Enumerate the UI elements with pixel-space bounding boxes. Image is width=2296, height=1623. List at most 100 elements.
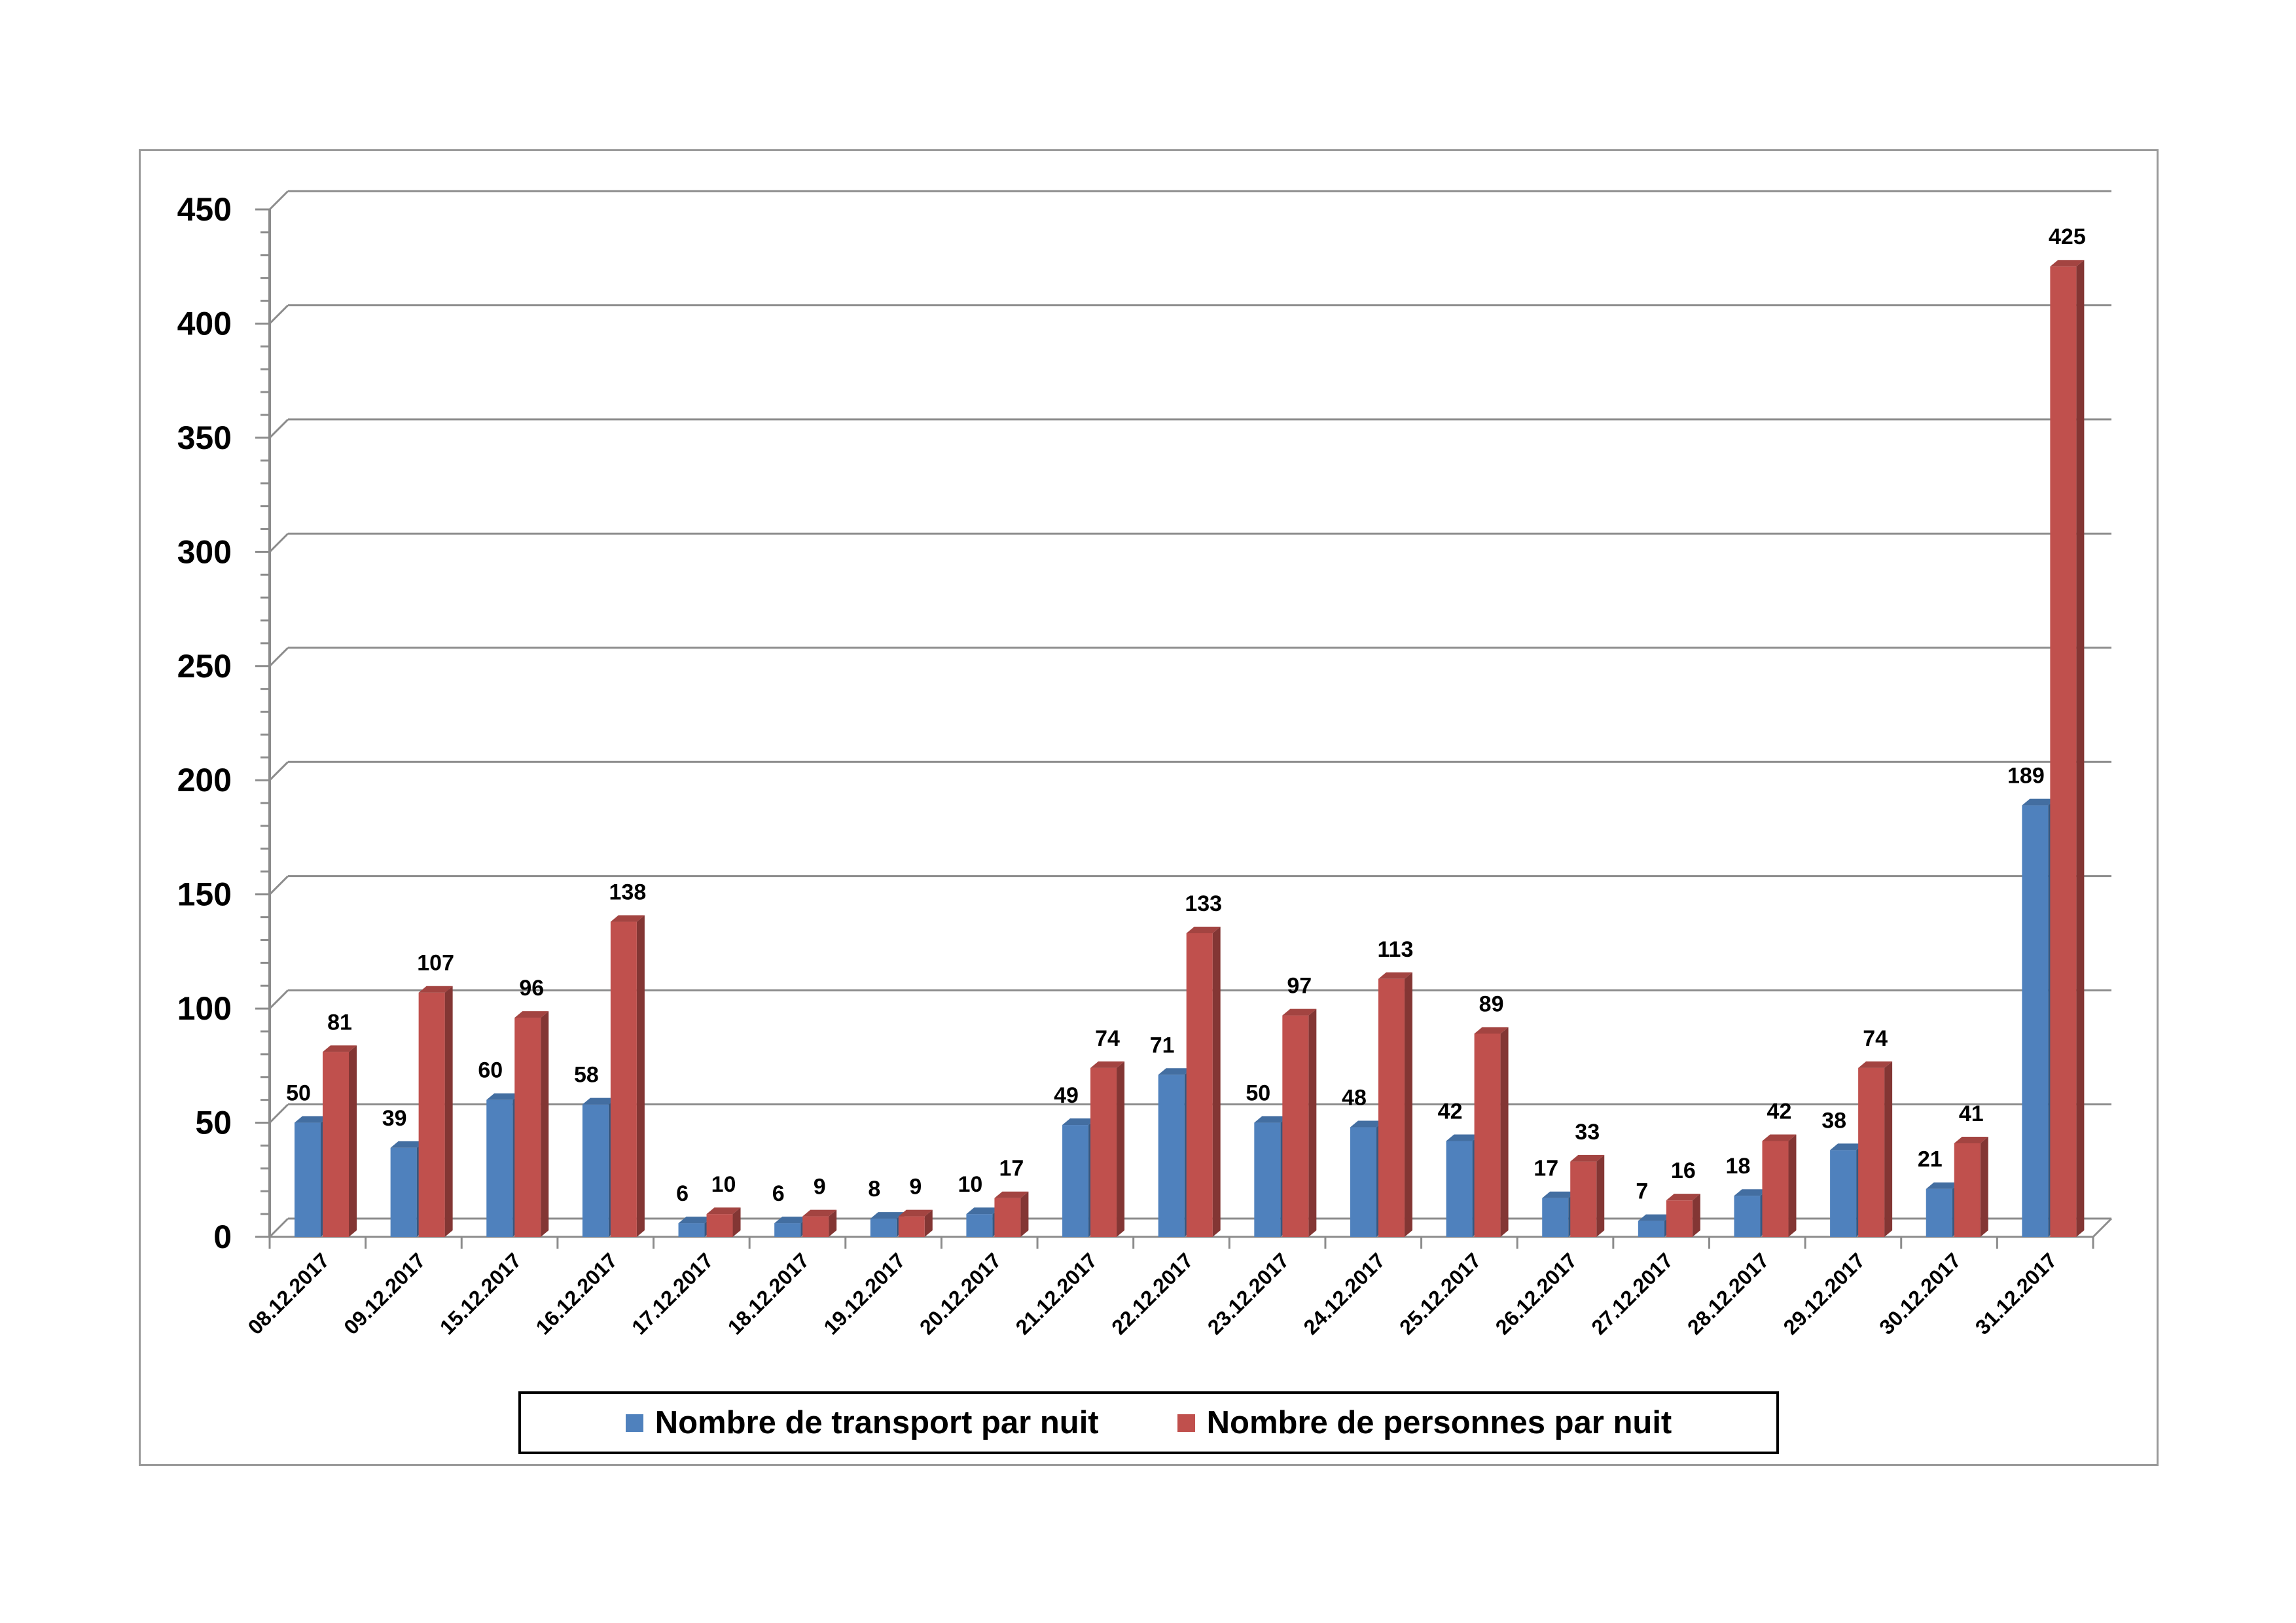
data-label: 9 [909, 1175, 922, 1200]
bar-front [418, 992, 445, 1237]
data-label: 33 [1575, 1120, 1600, 1145]
x-tick-label: 28.12.2017 [1683, 1248, 1774, 1339]
y-tick-label: 50 [195, 1105, 232, 1141]
data-label: 50 [1246, 1081, 1270, 1106]
bar [898, 1209, 933, 1237]
bar-top [1090, 1061, 1125, 1068]
bar [1666, 1194, 1700, 1237]
data-label: 74 [1095, 1026, 1120, 1051]
legend-swatch-transport [625, 1414, 643, 1432]
bar-side [1500, 1027, 1509, 1237]
bar-front [1638, 1221, 1664, 1237]
bar-top [1734, 1189, 1768, 1196]
bar-front [582, 1104, 609, 1237]
bar [1954, 1136, 1988, 1237]
bar-top [1474, 1027, 1509, 1034]
bar-front [1186, 933, 1213, 1237]
bar-top [295, 1116, 329, 1123]
bar-top [610, 915, 645, 922]
bar [323, 1045, 357, 1237]
bar-side [541, 1011, 549, 1237]
gridline-depth [268, 990, 289, 1010]
bar-top [1062, 1118, 1097, 1126]
data-label: 10 [958, 1172, 983, 1197]
bar-side [1692, 1194, 1700, 1237]
bar-front [802, 1216, 829, 1237]
bar-side [1596, 1154, 1605, 1237]
bars [295, 260, 2085, 1238]
bar-side [1404, 972, 1412, 1237]
chart-frame [139, 149, 2159, 1466]
bar-front [706, 1214, 733, 1237]
data-label: 89 [1479, 991, 1504, 1016]
data-label: 113 [1378, 937, 1414, 962]
bar-front [486, 1099, 513, 1237]
bar-side [349, 1045, 357, 1237]
gridline-depth [268, 190, 289, 211]
x-tick-label: 08.12.2017 [243, 1248, 334, 1339]
y-tick-label: 250 [177, 648, 232, 685]
bar-front [1378, 978, 1405, 1237]
data-label: 138 [609, 880, 647, 905]
gridline-depth [268, 304, 289, 325]
bar-front [994, 1198, 1021, 1237]
bar-side [924, 1209, 933, 1237]
bar [1858, 1061, 1893, 1237]
data-label: 133 [1185, 891, 1222, 916]
bar-side [1884, 1061, 1893, 1237]
bar [1570, 1154, 1605, 1237]
bar-top [1254, 1116, 1289, 1123]
bar-top [1282, 1008, 1317, 1016]
bar-top [1186, 926, 1221, 933]
data-label: 96 [519, 976, 544, 1001]
bar-front [774, 1223, 801, 1237]
data-label: 7 [1636, 1179, 1648, 1204]
bar-top [1954, 1136, 1988, 1143]
data-label: 60 [478, 1058, 503, 1083]
data-label: 42 [1767, 1099, 1792, 1124]
bar-side [1117, 1061, 1125, 1237]
bar [418, 986, 453, 1237]
bar-front [323, 1052, 349, 1237]
bar-front [1858, 1067, 1885, 1237]
bar-top [1350, 1120, 1384, 1128]
bar-top [802, 1209, 837, 1217]
data-label: 58 [574, 1063, 599, 1088]
bar-front [678, 1223, 705, 1237]
data-label: 71 [1150, 1033, 1175, 1058]
legend: Nombre de transport par nuit Nombre de p… [518, 1391, 1779, 1454]
bar-top [2050, 260, 2085, 267]
bar-side [1788, 1134, 1797, 1237]
bar [514, 1011, 549, 1237]
bar [1186, 926, 1221, 1237]
bar-front [1762, 1141, 1789, 1237]
bar-top [1762, 1134, 1797, 1141]
data-label: 425 [2049, 224, 2086, 249]
data-label: 6 [772, 1181, 785, 1206]
bar [1378, 972, 1412, 1237]
x-tick-label: 17.12.2017 [627, 1248, 718, 1339]
data-label: 17 [1534, 1156, 1558, 1181]
y-tick-label: 450 [177, 191, 232, 228]
legend-swatch-personnes [1177, 1414, 1195, 1432]
x-tick-label: 27.12.2017 [1587, 1248, 1677, 1339]
legend-label-transport: Nombre de transport par nuit [655, 1405, 1099, 1440]
gridline-depth [268, 1217, 289, 1238]
bar-side [1308, 1008, 1317, 1237]
bar-front [295, 1122, 321, 1237]
bar-front [966, 1214, 993, 1237]
x-tick-label: 18.12.2017 [723, 1248, 814, 1339]
bar-front [1350, 1127, 1376, 1237]
bar-front [2022, 805, 2049, 1237]
data-label: 9 [814, 1175, 826, 1200]
bar [1762, 1134, 1797, 1237]
x-tick-label: 23.12.2017 [1203, 1248, 1294, 1339]
bar-top [1570, 1154, 1605, 1162]
bar-front [898, 1216, 925, 1237]
data-label: 81 [327, 1010, 352, 1035]
data-label: 16 [1671, 1158, 1696, 1183]
x-tick-label: 24.12.2017 [1299, 1248, 1390, 1339]
bar-front [2050, 266, 2077, 1238]
y-tick-label: 150 [177, 876, 232, 913]
data-label: 49 [1054, 1083, 1079, 1108]
